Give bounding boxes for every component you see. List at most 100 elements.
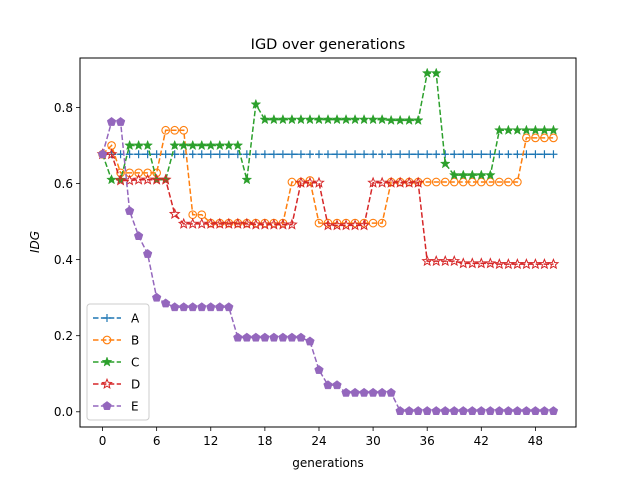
data-point-b	[170, 125, 180, 135]
data-point-a	[414, 150, 423, 159]
data-point-d	[150, 173, 163, 185]
data-point-c	[250, 98, 262, 110]
data-point-e	[188, 302, 198, 312]
data-point-a	[513, 150, 522, 159]
data-point-b	[540, 133, 549, 143]
data-point-b	[549, 133, 558, 143]
data-point-e	[458, 406, 468, 415]
series-d	[96, 148, 560, 270]
data-point-a	[278, 150, 287, 159]
data-point-b	[431, 177, 441, 187]
data-point-e	[170, 302, 180, 312]
data-point-a	[305, 150, 314, 159]
data-point-a	[378, 150, 387, 159]
data-point-d	[114, 174, 127, 186]
data-point-a	[549, 150, 558, 159]
data-point-a	[161, 150, 170, 159]
data-point-c	[466, 169, 478, 180]
data-point-a	[369, 150, 378, 159]
data-point-b	[287, 177, 297, 187]
data-point-b	[179, 125, 189, 135]
data-point-d	[376, 176, 388, 188]
data-point-d	[412, 176, 425, 188]
data-point-a	[287, 150, 296, 159]
data-point-d	[385, 176, 397, 188]
data-point-d	[304, 176, 316, 188]
data-point-a	[215, 150, 224, 159]
y-tick-label: 0.0	[54, 405, 73, 419]
data-point-a	[531, 150, 540, 159]
data-point-d	[222, 217, 235, 229]
data-point-c	[539, 124, 550, 135]
data-point-d	[430, 254, 443, 267]
data-point-a	[477, 150, 486, 159]
y-tick-label: 0.2	[54, 329, 73, 343]
legend-item-b: B	[93, 333, 139, 347]
data-point-c	[133, 139, 145, 151]
data-point-c	[196, 139, 208, 151]
series-e	[97, 117, 559, 415]
data-point-e	[359, 387, 369, 397]
data-point-c	[403, 114, 415, 126]
data-point-d	[331, 219, 343, 231]
data-point-d	[286, 218, 298, 230]
data-point-e	[206, 302, 216, 312]
data-point-d	[132, 173, 145, 185]
data-point-c	[241, 174, 253, 185]
data-point-c	[394, 114, 406, 126]
data-point-a	[206, 150, 215, 159]
data-point-e	[386, 387, 396, 397]
data-point-b	[449, 177, 459, 187]
data-point-e	[368, 387, 378, 397]
data-point-d	[511, 258, 524, 270]
data-point-a	[486, 150, 495, 159]
data-point-a	[459, 150, 468, 159]
data-point-c	[169, 139, 181, 151]
data-point-b	[422, 177, 432, 187]
data-point-d	[213, 217, 226, 229]
data-point-d	[313, 176, 325, 188]
data-point-d	[259, 218, 271, 230]
data-point-e	[296, 332, 306, 342]
data-point-d	[250, 218, 262, 230]
legend-label-c: C	[131, 355, 139, 369]
data-point-e	[224, 302, 234, 312]
data-point-c	[304, 113, 316, 125]
data-point-d	[277, 218, 289, 230]
legend-marker-b	[102, 335, 112, 345]
data-point-c	[124, 139, 136, 151]
data-point-a	[423, 150, 432, 159]
data-point-c	[421, 67, 433, 78]
data-point-b	[458, 177, 468, 187]
data-point-c	[268, 113, 280, 125]
data-point-e	[341, 387, 351, 397]
data-point-c	[520, 124, 532, 135]
legend-item-c: C	[93, 355, 139, 369]
data-point-c	[412, 114, 424, 126]
data-point-c	[286, 113, 298, 125]
data-point-c	[232, 139, 244, 151]
data-point-c	[385, 114, 397, 126]
data-point-d	[484, 257, 497, 269]
data-point-e	[422, 406, 432, 415]
data-point-a	[324, 150, 332, 159]
data-point-c	[277, 113, 289, 125]
x-tick-label: 12	[203, 434, 218, 448]
data-point-c	[430, 67, 442, 78]
data-point-a	[540, 150, 549, 159]
data-point-e	[142, 249, 153, 258]
plot-area	[79, 57, 577, 428]
legend-item-a: A	[93, 311, 140, 325]
data-point-a	[314, 150, 323, 159]
data-point-c	[178, 139, 190, 151]
data-point-e	[323, 380, 333, 390]
legend-item-e: E	[93, 399, 139, 413]
data-point-d	[367, 176, 379, 188]
data-point-a	[468, 150, 477, 159]
legend-label-b: B	[131, 333, 139, 347]
legend-label-d: D	[131, 377, 140, 391]
data-point-c	[340, 113, 352, 125]
data-point-e	[97, 149, 108, 159]
data-point-e	[350, 387, 360, 397]
data-point-b	[531, 133, 540, 143]
